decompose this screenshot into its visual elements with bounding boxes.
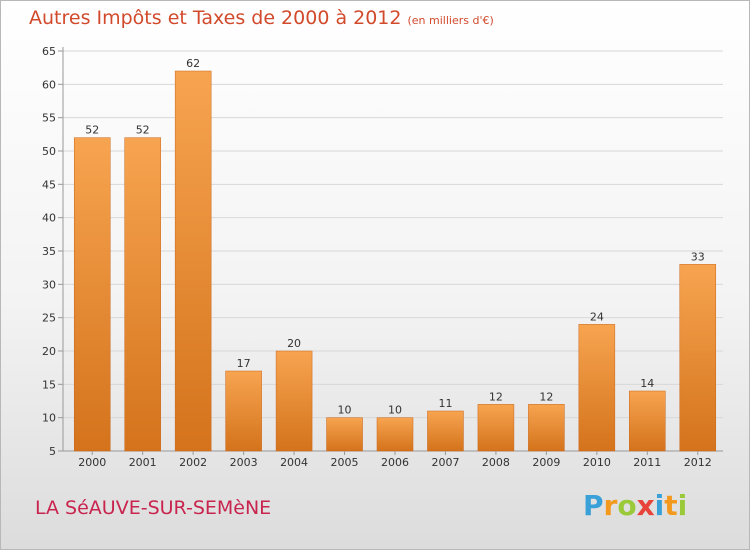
bar [326, 417, 363, 452]
x-tick-label: 2010 [583, 456, 611, 469]
logo-letter: r [603, 489, 618, 522]
data-label: 52 [136, 124, 150, 137]
x-tick-label: 2005 [331, 456, 359, 469]
y-tick-label: 20 [42, 345, 56, 358]
x-tick-label: 2000 [78, 456, 106, 469]
bar [225, 370, 262, 452]
logo-letter: t [664, 489, 678, 522]
bar [679, 264, 717, 452]
y-tick-label: 60 [42, 78, 56, 91]
data-label: 24 [590, 310, 604, 323]
x-tick-label: 2002 [179, 456, 207, 469]
bar [124, 137, 161, 452]
y-tick-label: 45 [42, 178, 56, 191]
y-tick-label: 35 [42, 245, 56, 258]
x-tick-label: 2003 [230, 456, 258, 469]
x-tick-label: 2004 [280, 456, 308, 469]
y-tick-label: 50 [42, 145, 56, 158]
data-label: 33 [691, 250, 705, 263]
y-tick-label: 15 [42, 378, 56, 391]
data-label: 10 [338, 404, 352, 417]
bar [578, 324, 616, 452]
y-tick-label: 65 [42, 45, 56, 58]
y-tick-label: 10 [42, 412, 56, 425]
logo-letter: x [636, 489, 655, 522]
data-label: 20 [287, 337, 301, 350]
logo-letter: P [583, 489, 604, 522]
chart-title-text: Autres Impôts et Taxes de 2000 à 2012 [29, 7, 402, 29]
data-label: 52 [85, 124, 99, 137]
data-label: 12 [539, 390, 553, 403]
bar [376, 417, 414, 452]
chart-title: Autres Impôts et Taxes de 2000 à 2012 (en… [29, 7, 494, 29]
x-tick-label: 2001 [129, 456, 157, 469]
y-tick-label: 30 [42, 278, 56, 291]
bar [427, 410, 464, 452]
bar [174, 70, 212, 452]
data-label: 11 [438, 397, 452, 410]
bar [73, 137, 111, 452]
logo-letter: i [677, 489, 688, 522]
y-tick-label: 25 [42, 312, 56, 325]
bar [477, 404, 515, 452]
proxiti-logo: Proxiti [583, 489, 687, 522]
y-tick-label: 5 [49, 445, 56, 458]
x-tick-label: 2011 [633, 456, 661, 469]
x-tick-label: 2007 [431, 456, 459, 469]
x-tick-label: 2012 [684, 456, 712, 469]
y-tick-label: 55 [42, 112, 56, 125]
chart-subtitle: (en milliers d'€) [407, 14, 494, 27]
commune-name: LA SéAUVE-SUR-SEMèNE [35, 497, 272, 519]
logo-letter: o [617, 489, 637, 522]
x-tick-label: 2006 [381, 456, 409, 469]
data-label: 17 [237, 357, 251, 370]
logo-letter: i [654, 489, 665, 522]
data-label: 12 [489, 390, 503, 403]
bar [528, 404, 565, 452]
bar [275, 350, 313, 452]
y-tick-label: 40 [42, 212, 56, 225]
data-label: 14 [640, 377, 654, 390]
data-label: 62 [186, 57, 200, 70]
x-tick-label: 2008 [482, 456, 510, 469]
x-tick-label: 2009 [532, 456, 560, 469]
bar [629, 390, 666, 452]
data-label: 10 [388, 404, 402, 417]
